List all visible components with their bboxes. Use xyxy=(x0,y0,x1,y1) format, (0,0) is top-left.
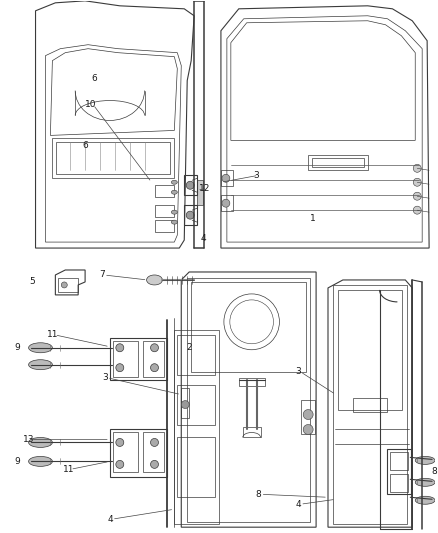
Ellipse shape xyxy=(151,461,159,469)
Bar xyxy=(301,400,315,434)
Text: 13: 13 xyxy=(23,435,34,444)
Ellipse shape xyxy=(116,364,124,372)
Ellipse shape xyxy=(413,192,421,200)
Text: 1: 1 xyxy=(310,214,316,223)
Ellipse shape xyxy=(413,206,421,214)
Bar xyxy=(143,341,164,377)
Text: 11: 11 xyxy=(63,465,74,474)
Bar xyxy=(338,290,403,409)
Ellipse shape xyxy=(413,164,421,172)
Bar xyxy=(155,185,174,197)
Bar xyxy=(388,449,411,494)
Ellipse shape xyxy=(186,211,194,219)
Text: 6: 6 xyxy=(91,74,97,83)
Ellipse shape xyxy=(303,424,313,434)
Bar xyxy=(221,171,233,186)
Bar xyxy=(243,427,261,438)
Ellipse shape xyxy=(415,496,435,504)
Bar xyxy=(177,335,215,375)
Text: 7: 7 xyxy=(99,270,105,279)
Bar xyxy=(221,195,233,211)
Bar xyxy=(113,341,138,377)
Bar xyxy=(177,385,215,424)
Ellipse shape xyxy=(116,344,124,352)
Bar xyxy=(187,278,310,522)
Bar xyxy=(353,398,388,411)
Ellipse shape xyxy=(28,438,53,447)
Ellipse shape xyxy=(181,401,189,409)
Text: 3: 3 xyxy=(102,373,108,382)
Text: 9: 9 xyxy=(15,457,21,466)
Ellipse shape xyxy=(151,364,159,372)
Bar xyxy=(390,453,408,470)
Ellipse shape xyxy=(171,190,177,194)
Bar xyxy=(53,139,174,178)
Bar xyxy=(312,158,364,167)
Text: 8: 8 xyxy=(431,467,437,476)
Bar xyxy=(58,278,78,292)
Ellipse shape xyxy=(222,199,230,207)
Bar xyxy=(308,155,367,171)
Bar xyxy=(191,282,306,372)
Text: 11: 11 xyxy=(46,330,58,340)
Text: 9: 9 xyxy=(15,343,21,352)
Bar xyxy=(110,430,167,478)
Ellipse shape xyxy=(303,409,313,419)
Bar xyxy=(110,338,167,379)
Ellipse shape xyxy=(116,461,124,469)
Ellipse shape xyxy=(28,456,53,466)
Text: 2: 2 xyxy=(187,343,192,352)
Bar xyxy=(239,378,265,386)
Ellipse shape xyxy=(28,360,53,370)
Ellipse shape xyxy=(171,220,177,224)
Ellipse shape xyxy=(28,343,53,353)
Bar xyxy=(333,285,407,524)
Text: 3: 3 xyxy=(295,367,301,376)
Ellipse shape xyxy=(186,181,194,189)
Bar xyxy=(174,330,219,524)
Text: 3: 3 xyxy=(254,171,259,180)
Text: 8: 8 xyxy=(256,490,261,499)
Ellipse shape xyxy=(222,174,230,182)
Text: 12: 12 xyxy=(199,184,211,193)
Text: 4: 4 xyxy=(200,233,206,243)
Bar xyxy=(155,205,174,217)
Ellipse shape xyxy=(151,344,159,352)
Text: 6: 6 xyxy=(82,141,88,150)
Bar xyxy=(177,438,215,497)
Ellipse shape xyxy=(116,439,124,447)
Ellipse shape xyxy=(151,439,159,447)
Bar xyxy=(181,387,189,417)
Bar xyxy=(390,474,408,492)
Ellipse shape xyxy=(61,282,67,288)
Text: 10: 10 xyxy=(85,100,97,109)
Text: 4: 4 xyxy=(107,515,113,524)
Bar xyxy=(197,180,203,205)
Text: 4: 4 xyxy=(296,500,301,509)
Bar xyxy=(143,432,164,472)
Ellipse shape xyxy=(171,210,177,214)
Bar xyxy=(57,142,170,174)
Ellipse shape xyxy=(147,275,162,285)
Ellipse shape xyxy=(413,178,421,186)
Bar xyxy=(113,432,138,472)
Text: 5: 5 xyxy=(30,278,35,286)
Ellipse shape xyxy=(415,456,435,464)
Ellipse shape xyxy=(415,478,435,486)
Bar xyxy=(155,220,174,232)
Ellipse shape xyxy=(171,180,177,184)
